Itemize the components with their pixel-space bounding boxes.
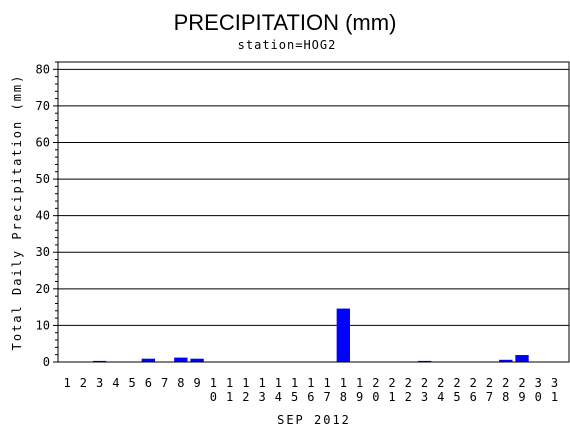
y-tick-label: 0 bbox=[43, 355, 50, 369]
x-tick-label: 3 bbox=[96, 376, 103, 390]
bar-day-3 bbox=[92, 360, 107, 362]
x-tick-label: 7 bbox=[161, 376, 168, 390]
x-tick-label: 4 bbox=[112, 376, 119, 390]
x-tick-label: 5 bbox=[128, 376, 135, 390]
chart-subtitle: station=HOG2 bbox=[238, 38, 337, 52]
y-tick-label: 60 bbox=[36, 135, 50, 149]
y-tick-label: 30 bbox=[36, 245, 50, 259]
x-tick-label: 8 bbox=[177, 376, 184, 390]
y-tick-labels: 0 10 20 30 40 50 60 70 80 bbox=[36, 62, 58, 369]
x-tick-label: 9 bbox=[193, 376, 200, 390]
y-tick-label: 70 bbox=[36, 99, 50, 113]
grid-lines bbox=[58, 68, 569, 326]
y-tick-label: 40 bbox=[36, 209, 50, 223]
y-tick-label: 80 bbox=[36, 62, 50, 76]
x-tick-label: 1 bbox=[64, 376, 71, 390]
chart-title: PRECIPITATION (mm) bbox=[174, 10, 397, 35]
y-tick-label: 20 bbox=[36, 282, 50, 296]
plot-frame bbox=[57, 61, 570, 363]
x-tick-label: 2 bbox=[80, 376, 87, 390]
bar-day-8 bbox=[174, 357, 188, 362]
bars bbox=[92, 308, 529, 362]
x-tick-label: 6 bbox=[145, 376, 152, 390]
bar-day-29 bbox=[515, 355, 529, 362]
x-tick-labels: 1 2 3 4 5 6 7 8 9 1 01 11 21 31 41 51 61 71 81 92 02 12 22 32 42… bbox=[64, 376, 559, 404]
bar-day-6 bbox=[141, 358, 156, 362]
bar-day-18 bbox=[336, 308, 350, 362]
y-tick-label: 10 bbox=[36, 318, 50, 332]
bar-day-23 bbox=[417, 360, 432, 362]
bar-day-28 bbox=[499, 359, 513, 362]
bar-day-9 bbox=[190, 358, 204, 362]
y-tick-label: 50 bbox=[36, 172, 50, 186]
x-axis-label: SEP 2012 bbox=[277, 413, 351, 427]
y-axis-label: Total Daily Precipitation (mm) bbox=[10, 74, 24, 351]
